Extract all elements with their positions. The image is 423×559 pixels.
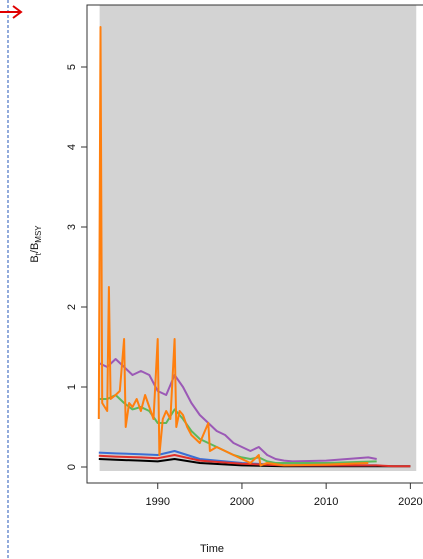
y-axis-label: Bt/BMSY [29, 225, 43, 263]
y-tick-label: 3 [66, 224, 78, 230]
plot-frame [86, 4, 423, 484]
y-tick-label: 0 [66, 464, 78, 470]
series-line [98, 454, 411, 468]
y-label-main: B [29, 255, 41, 262]
shaded-period [99, 5, 417, 471]
x-axis-label: Time [200, 543, 224, 555]
y-tick-label: 2 [66, 304, 78, 310]
x-tick-label: 2020 [398, 496, 422, 508]
pointer-arrow [0, 5, 23, 19]
plot-area: 0 1 2 3 4 5 1990 2000 2010 2020 [66, 4, 423, 508]
y-tick-label: 1 [66, 384, 78, 390]
y-tick-label: 5 [66, 64, 78, 70]
y-tick-label: 4 [66, 144, 78, 150]
x-tick-label: 2010 [314, 496, 338, 508]
x-tick-label: 1990 [145, 496, 169, 508]
y-label-sub: MSY [34, 225, 43, 243]
x-tick-label: 2000 [230, 496, 254, 508]
y-label-sub: t [34, 252, 43, 255]
series-line [97, 26, 369, 467]
y-label-main: /B [29, 243, 41, 253]
